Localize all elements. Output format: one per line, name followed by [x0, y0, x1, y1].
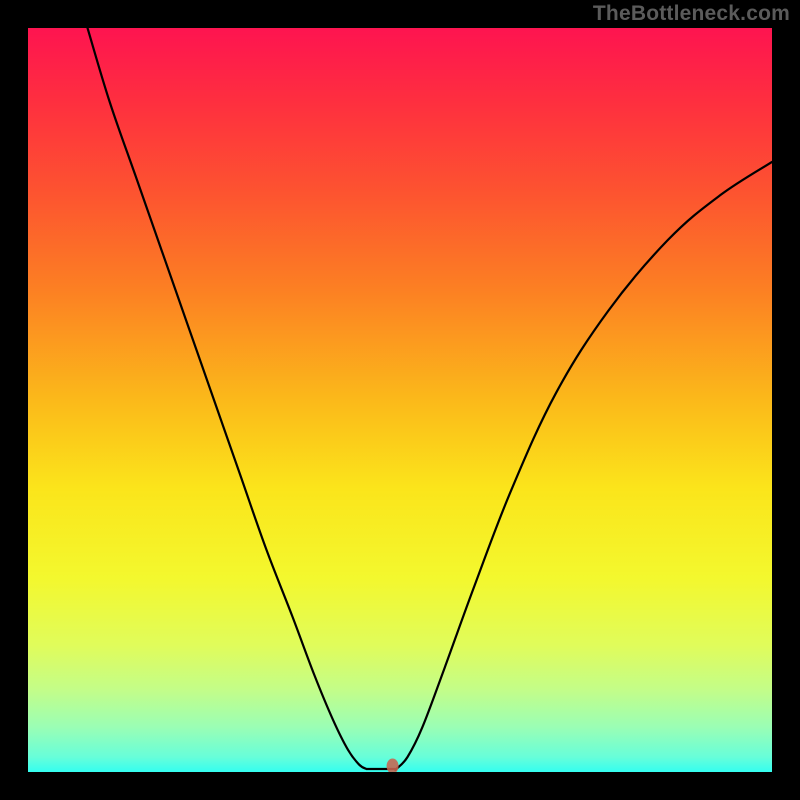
bottleneck-v-curve-chart: [28, 28, 772, 772]
chart-plot-area: [28, 28, 772, 772]
watermark-text: TheBottleneck.com: [593, 2, 790, 26]
chart-background: [28, 28, 772, 772]
